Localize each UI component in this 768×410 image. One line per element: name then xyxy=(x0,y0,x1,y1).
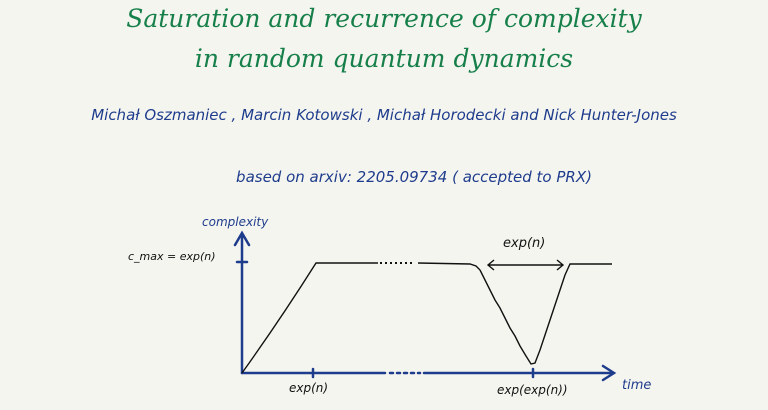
arxiv-reference: based on arxiv: 2205.09734 ( accepted to… xyxy=(236,168,592,186)
complexity-curve-rise xyxy=(241,262,378,374)
slide-title-line-2: in random quantum dynamics xyxy=(194,44,574,73)
x-axis xyxy=(240,364,617,382)
recurrence-width-label: exp(n) xyxy=(503,236,546,251)
x-axis-label: time xyxy=(622,378,652,393)
recurrence-width-arrow xyxy=(486,259,565,271)
x-tick-label-2: exp(exp(n)) xyxy=(497,383,568,397)
authors: Michał Oszmaniec , Marcin Kotowski , Mic… xyxy=(91,106,677,124)
x-tick-label-1: exp(n) xyxy=(289,381,329,395)
slide-title-line-1: Saturation and recurrence of complexity xyxy=(126,4,642,33)
recurrence-dip xyxy=(479,263,612,365)
y-axis-label: complexity xyxy=(202,215,269,229)
y-axis xyxy=(233,230,251,375)
y-tick-label: c_max = exp(n) xyxy=(128,250,216,263)
complexity-curve-plateau xyxy=(417,262,481,271)
